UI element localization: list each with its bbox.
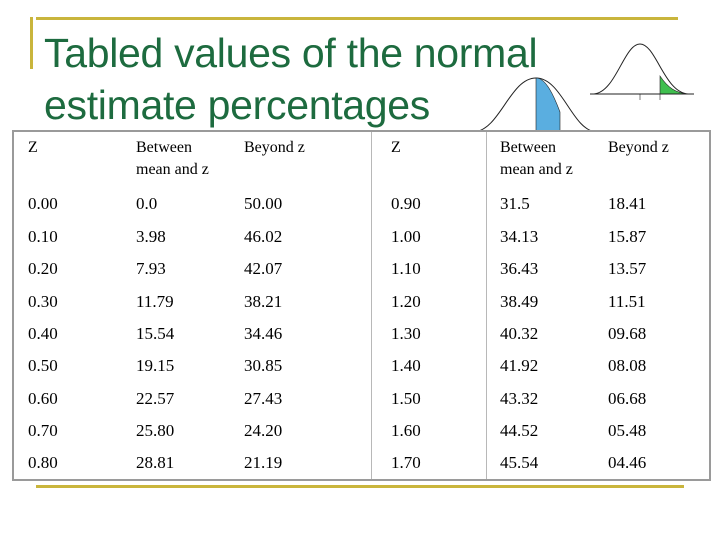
table-cell: 3.98 (136, 227, 166, 246)
table-cell: 0.0 (136, 194, 158, 213)
table-cell: 0.40 (28, 324, 58, 343)
table-cell: 1.50 (391, 389, 421, 408)
header-between-mean-and-z: Between mean and z (136, 139, 209, 178)
slide-frame-left (30, 17, 33, 69)
header-z: Z (28, 139, 38, 156)
table-column-divider (371, 132, 372, 479)
table-column-divider (486, 132, 487, 479)
table-cell: 0.70 (28, 421, 58, 440)
slide-title-line-2: estimate percentages (44, 82, 431, 128)
table-cell: 18.41 (608, 194, 647, 213)
table-cell: 1.10 (391, 259, 421, 278)
table-cell: 1.60 (391, 421, 421, 440)
table-cell: 11.79 (136, 292, 174, 311)
slide-frame-bottom (36, 485, 684, 488)
table-cell: 09.68 (608, 324, 647, 343)
table-cell: 50.00 (244, 194, 283, 213)
table-cell: 1.00 (391, 227, 421, 246)
header-between-mean-and-z-2: Between mean and z (500, 139, 573, 178)
slide-title-line-1: Tabled values of the normal (44, 30, 538, 76)
table-cell: 22.57 (136, 389, 175, 408)
table-cell: 41.92 (500, 356, 539, 375)
table-cell: 11.51 (608, 292, 646, 311)
normal-curve-between-illustration (472, 77, 598, 133)
table-cell: 46.02 (244, 227, 283, 246)
table-cell: 24.20 (244, 421, 283, 440)
slide-frame-top (36, 17, 678, 20)
table-cell: 06.68 (608, 389, 647, 408)
table-cell: 0.60 (28, 389, 58, 408)
table-cell: 42.07 (244, 259, 283, 278)
table-cell: 43.32 (500, 389, 539, 408)
table-cell: 0.20 (28, 259, 58, 278)
table-cell: 08.08 (608, 356, 647, 375)
table-cell: 28.81 (136, 453, 175, 472)
table-cell: 1.20 (391, 292, 421, 311)
header-z-2: Z (391, 139, 401, 156)
normal-curve-tail-illustration (590, 43, 694, 100)
header-beyond-z: Beyond z (244, 139, 305, 156)
table-cell: 21.19 (244, 453, 283, 472)
table-cell: 36.43 (500, 259, 539, 278)
table-cell: 38.49 (500, 292, 539, 311)
table-cell: 0.80 (28, 453, 58, 472)
table-cell: 34.46 (244, 324, 283, 343)
table-cell: 0.30 (28, 292, 58, 311)
table-cell: 1.30 (391, 324, 421, 343)
table-cell: 30.85 (244, 356, 283, 375)
table-cell: 0.00 (28, 194, 58, 213)
table-cell: 1.70 (391, 453, 421, 472)
table-cell: 0.90 (391, 194, 421, 213)
table-cell: 40.32 (500, 324, 539, 343)
header-beyond-z-2: Beyond z (608, 139, 669, 156)
table-cell: 0.10 (28, 227, 58, 246)
table-cell: 0.50 (28, 356, 58, 375)
table-cell: 15.87 (608, 227, 647, 246)
table-cell: 45.54 (500, 453, 539, 472)
table-cell: 04.46 (608, 453, 647, 472)
table-cell: 15.54 (136, 324, 175, 343)
table-cell: 05.48 (608, 421, 647, 440)
table-cell: 1.40 (391, 356, 421, 375)
table-cell: 7.93 (136, 259, 166, 278)
table-cell: 19.15 (136, 356, 175, 375)
table-cell: 25.80 (136, 421, 175, 440)
table-cell: 13.57 (608, 259, 647, 278)
table-cell: 31.5 (500, 194, 530, 213)
table-cell: 38.21 (244, 292, 283, 311)
table-cell: 44.52 (500, 421, 539, 440)
z-table: Z Between mean and z Beyond z Z Between mean… (12, 130, 711, 481)
table-cell: 34.13 (500, 227, 539, 246)
table-cell: 27.43 (244, 389, 283, 408)
slide-title: Tabled values of the normal estimate per… (44, 27, 604, 131)
